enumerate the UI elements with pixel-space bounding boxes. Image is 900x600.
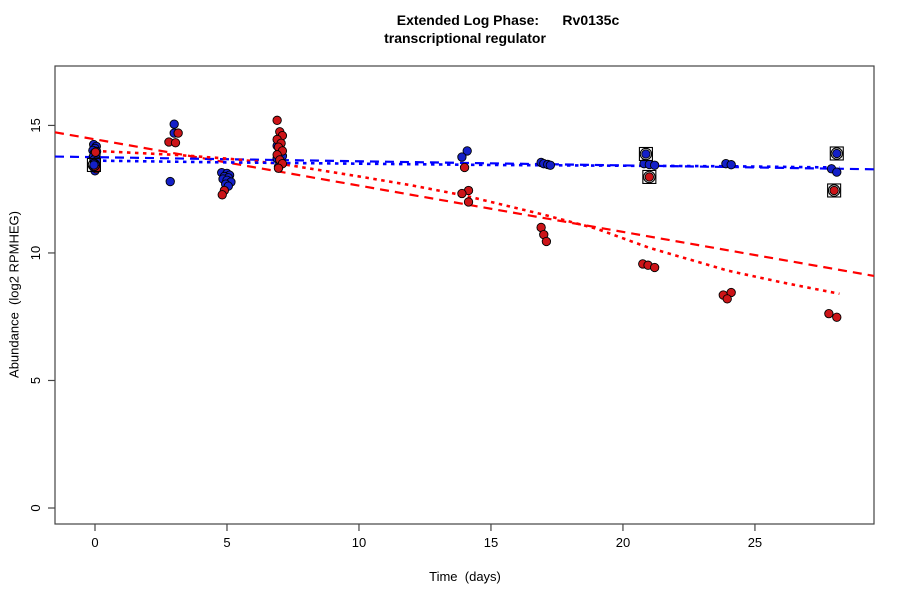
outlier-circle-marker [827,184,841,197]
x-tick-label: 25 [748,535,762,550]
blue-point [649,160,660,170]
outlier-point-red [829,185,839,196]
red-point [272,115,282,125]
x-axis-label: Time (days) [429,569,501,584]
red-point [649,262,660,273]
outlier-point-blue [641,149,651,159]
plot-border [54,65,875,525]
outlier-point-blue [89,160,99,170]
outlier-circle-marker [87,158,101,172]
outlier-point-blue [832,148,842,159]
red-point [457,188,467,199]
red-dotted-fit-curve [94,149,840,296]
chart-subtitle: transcriptional regulator [384,30,546,46]
red-point [722,294,732,304]
red-point [824,309,834,319]
y-tick-label: 5 [28,377,43,384]
blue-point [169,119,179,129]
chart-title: Extended Log Phase: Rv0135c [396,12,620,28]
blue-point [832,167,842,177]
x-tick-label: 15 [484,535,498,550]
red-point [541,236,552,247]
red-point [459,162,470,173]
red-point [170,138,181,148]
outlier-square-marker [642,169,657,184]
y-tick-label: 0 [28,504,43,511]
red-point [273,163,284,173]
red-point [90,147,101,157]
outlier-square-marker [638,146,653,162]
red-point [832,312,842,322]
outlier-square-marker [86,157,101,173]
outlier-square-marker [829,146,844,161]
red-point [463,197,474,207]
x-tick-label: 5 [223,535,230,550]
blue-point [457,152,467,162]
blue-point [545,160,556,170]
x-tick-label: 20 [616,535,630,550]
red-point [217,190,227,200]
x-tick-label: 0 [91,535,98,550]
outlier-square-marker [827,183,842,198]
blue-point [726,160,736,170]
x-tick-label: 10 [352,535,366,550]
blue-point [462,146,472,156]
y-tick-label: 10 [28,246,43,260]
blue-point [165,176,175,187]
outlier-circle-marker [643,170,656,184]
y-tick-label: 15 [28,118,43,132]
outlier-circle-marker [830,147,844,160]
outlier-point-red [644,172,655,182]
red-point [173,128,183,138]
outlier-circle-marker [639,147,653,161]
